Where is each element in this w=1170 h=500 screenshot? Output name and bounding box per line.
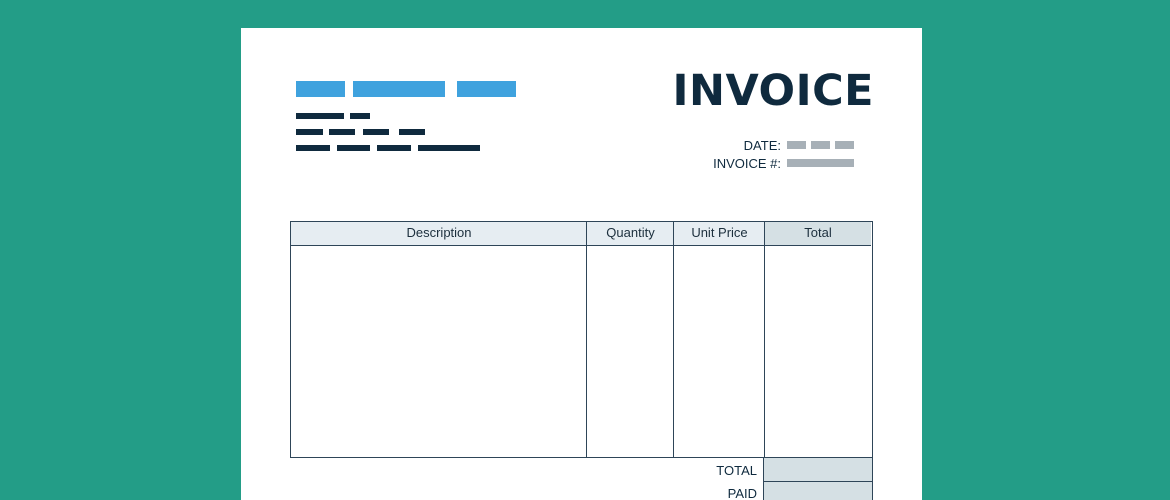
paid-label: PAID (727, 486, 757, 500)
date-label: DATE: (743, 138, 781, 153)
total-label: TOTAL (716, 463, 757, 478)
column-divider (764, 222, 765, 457)
column-divider (673, 222, 674, 457)
invoice-number-label: INVOICE #: (713, 156, 781, 171)
column-header-description: Description (291, 222, 587, 246)
column-header-quantity: Quantity (587, 222, 674, 246)
paid-value-box (763, 481, 873, 500)
column-header-total: Total (765, 222, 871, 246)
column-divider (586, 222, 587, 457)
invoice-number-placeholder (787, 159, 854, 167)
line-items-table: Description Quantity Unit Price Total (290, 221, 873, 458)
invoice-title: INVOICE (672, 66, 874, 116)
invoice-page: INVOICE DATE: INVOICE #: Description Qua… (241, 28, 922, 500)
column-header-unit-price: Unit Price (674, 222, 765, 246)
total-value-box (763, 457, 873, 482)
